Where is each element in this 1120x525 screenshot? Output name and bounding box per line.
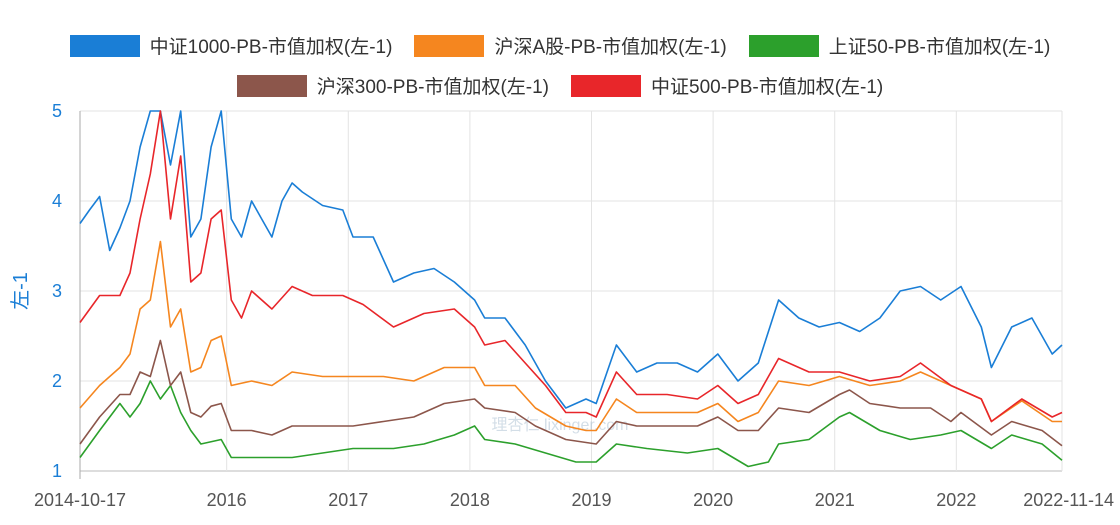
legend-item-csi1000[interactable]: 中证1000-PB-市值加权(左-1) [69,32,393,59]
y-tick-label: 5 [52,101,62,121]
x-tick-label: 2016 [207,490,247,510]
legend-item-a-shares[interactable]: 沪深A股-PB-市值加权(左-1) [414,32,727,59]
x-tick-label: 2019 [571,490,611,510]
series-line-4 [79,110,1063,423]
legend-label: 沪深300-PB-市值加权(左-1) [316,77,549,98]
y-axis-title: 左-1 [9,272,32,310]
legend-swatch [571,74,641,97]
legend-label: 中证1000-PB-市值加权(左-1) [149,37,393,58]
series-line-0 [79,110,1063,409]
y-tick-label: 3 [52,281,62,301]
x-tick-label: 2022 [936,490,976,510]
y-tick-label: 2 [52,371,62,391]
y-tick-label: 4 [52,191,62,211]
legend-swatch [236,74,307,97]
legend-item-csi300[interactable]: 沪深300-PB-市值加权(左-1) [236,72,549,99]
series-line-3 [79,339,1063,447]
legend-row-2: 沪深300-PB-市值加权(左-1) 中证500-PB-市值加权(左-1) [0,72,1120,99]
x-tick-label: 2017 [328,490,368,510]
legend-label: 中证500-PB-市值加权(左-1) [651,77,884,98]
legend-label: 上证50-PB-市值加权(左-1) [828,37,1051,58]
series-line-2 [79,380,1063,468]
legend-item-sse50[interactable]: 上证50-PB-市值加权(左-1) [748,32,1051,59]
y-tick-label: 1 [52,461,62,481]
legend-swatch [69,34,140,57]
legend-swatch [748,34,819,57]
x-tick-label: 2021 [815,490,855,510]
legend-row-1: 中证1000-PB-市值加权(左-1) 沪深A股-PB-市值加权(左-1) 上证… [0,32,1120,59]
legend-swatch [414,34,485,57]
legend-item-csi500[interactable]: 中证500-PB-市值加权(左-1) [571,72,883,99]
x-tick-label: 2018 [450,490,490,510]
x-tick-label: 2022-11-14 [1023,490,1114,510]
series-line-1 [79,240,1062,432]
x-tick-label: 2020 [693,490,733,510]
legend-label: 沪深A股-PB-市值加权(左-1) [494,37,727,58]
x-tick-label: 2014-10-17 [34,490,126,510]
